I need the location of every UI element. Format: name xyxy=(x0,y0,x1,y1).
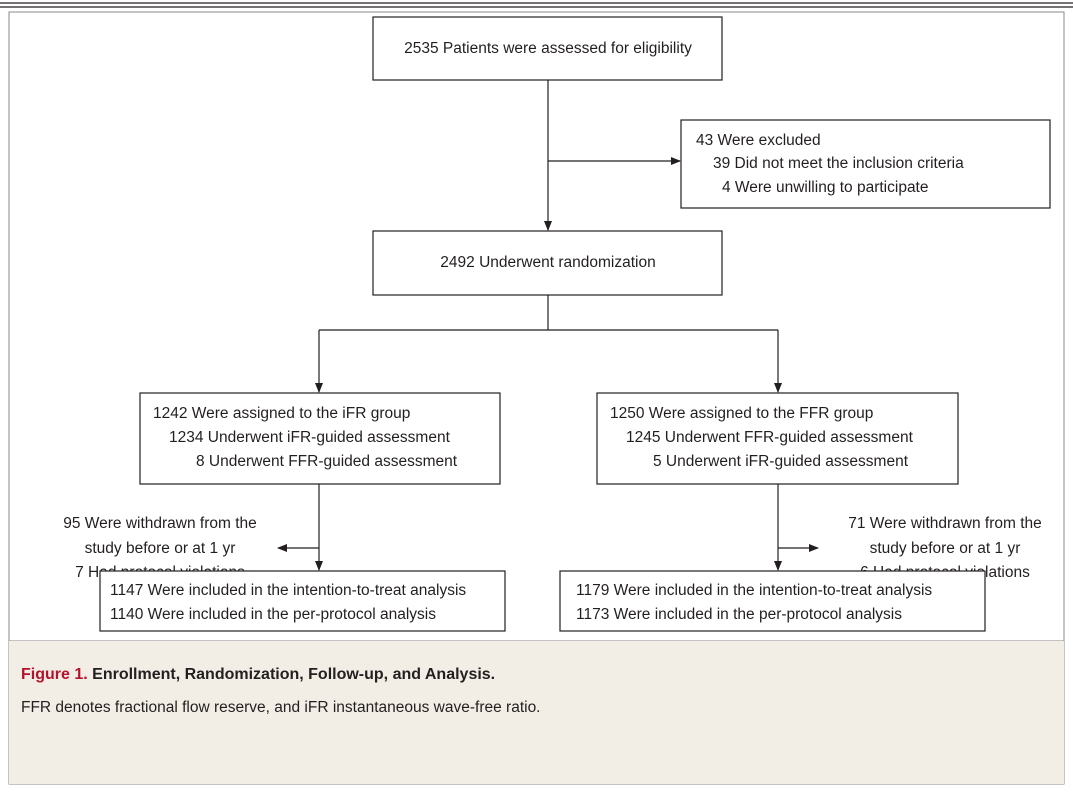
node-box xyxy=(139,392,501,485)
side-note: study before or at 1 yr xyxy=(85,540,236,557)
caption: Figure 1. Enrollment, Randomization, Fol… xyxy=(9,641,1064,784)
caption-label: Figure 1. xyxy=(21,666,88,683)
node-text: 1245 Underwent FFR-guided assessment xyxy=(626,429,914,446)
caption-text: FFR denotes fractional flow reserve, and… xyxy=(21,699,541,716)
caption-title: Figure 1. Enrollment, Randomization, Fol… xyxy=(21,666,495,684)
node-text: 1242 Were assigned to the iFR group xyxy=(153,405,410,422)
node-box xyxy=(559,570,986,632)
caption-heading: Enrollment, Randomization, Follow-up, an… xyxy=(92,666,496,683)
connectors xyxy=(277,80,819,571)
node-text: 5 Underwent iFR-guided assessment xyxy=(653,453,909,470)
node-text: 4 Were unwilling to participate xyxy=(722,179,929,196)
node-text: 8 Underwent FFR-guided assessment xyxy=(196,453,458,470)
side-note: 95 Were withdrawn from the xyxy=(63,515,257,532)
node-box xyxy=(596,392,959,485)
node-text: 1147 Were included in the intention-to-t… xyxy=(110,582,466,599)
node-box xyxy=(680,119,1051,209)
side-note: study before or at 1 yr xyxy=(870,540,1021,557)
node-text: 2492 Underwent randomization xyxy=(440,254,655,271)
side-note: 71 Were withdrawn from the xyxy=(848,515,1042,532)
node-text: 1140 Were included in the per-protocol a… xyxy=(110,606,436,623)
frame xyxy=(8,11,1065,785)
node-text: 1234 Underwent iFR-guided assessment xyxy=(169,429,451,446)
node-text: 43 Were excluded xyxy=(696,132,821,149)
node-box xyxy=(372,16,723,81)
node-text: 1173 Were included in the per-protocol a… xyxy=(576,606,902,623)
node-text: 39 Did not meet the inclusion criteria xyxy=(713,155,964,172)
node-text: 1250 Were assigned to the FFR group xyxy=(610,405,873,422)
node-box xyxy=(372,230,723,296)
node-text: 1179 Were included in the intention-to-t… xyxy=(576,582,932,599)
node-box xyxy=(99,570,506,632)
node-text: 2535 Patients were assessed for eligibil… xyxy=(404,40,692,57)
